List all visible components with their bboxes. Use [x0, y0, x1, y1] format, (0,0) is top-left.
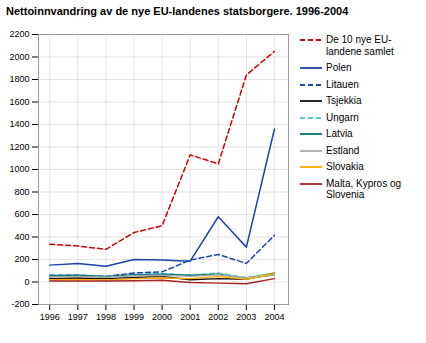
- svg-text:1400: 1400: [9, 119, 29, 129]
- html-text:Polen: Polen: [326, 62, 352, 73]
- html-text:De 10 nye EU- landene samlet: De 10 nye EU- landene samlet: [326, 34, 394, 57]
- svg-text:400: 400: [14, 232, 29, 242]
- html-text:Latvia: Latvia: [326, 128, 353, 139]
- svg-text:2000: 2000: [152, 312, 172, 322]
- svg-text:600: 600: [14, 209, 29, 219]
- svg-text:0: 0: [24, 277, 29, 287]
- svg-text:2200: 2200: [9, 29, 29, 39]
- svg-text:200: 200: [14, 254, 29, 264]
- html-text:Malta, Kypros og Slovenia: Malta, Kypros og Slovenia: [326, 177, 401, 200]
- html-text:Nettoinnvandring av de nye EU-: Nettoinnvandring av de nye EU-landenes s…: [6, 5, 349, 17]
- html-text:Tsjekkia: Tsjekkia: [326, 95, 362, 106]
- svg-text:1999: 1999: [124, 312, 144, 322]
- html-text:Litauen: Litauen: [326, 78, 359, 90]
- svg-text:2001: 2001: [180, 312, 200, 322]
- html-text:Slovakia: Slovakia: [326, 161, 364, 172]
- svg-text:2000: 2000: [9, 52, 29, 62]
- svg-text:2002: 2002: [208, 312, 228, 322]
- svg-text:-200: -200: [11, 299, 29, 309]
- svg-text:2004: 2004: [264, 312, 284, 322]
- html-text:Ungarn: Ungarn: [326, 111, 359, 123]
- svg-text:1998: 1998: [96, 312, 116, 322]
- svg-text:1200: 1200: [9, 142, 29, 152]
- svg-text:1996: 1996: [40, 312, 60, 322]
- svg-text:800: 800: [14, 187, 29, 197]
- svg-text:1800: 1800: [9, 74, 29, 84]
- svg-text:2003: 2003: [236, 312, 256, 322]
- svg-text:1000: 1000: [9, 164, 29, 174]
- svg-text:1600: 1600: [9, 97, 29, 107]
- html-text:Estland: Estland: [326, 144, 360, 156]
- svg-text:1997: 1997: [68, 312, 88, 322]
